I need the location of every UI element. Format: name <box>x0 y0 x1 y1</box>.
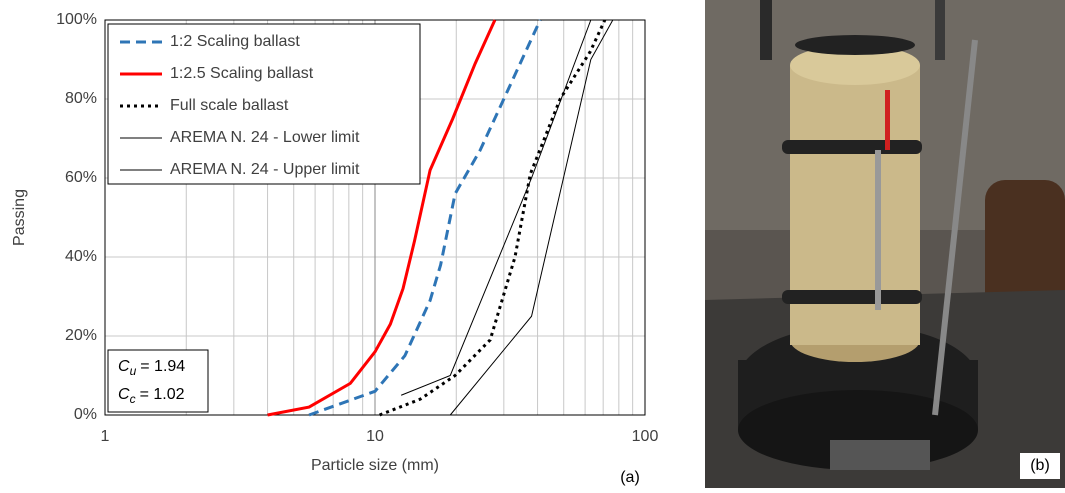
annotation: Cc = 1.02 <box>118 386 185 406</box>
x-tick-label: 100 <box>632 428 659 445</box>
annotation-part: = 1.94 <box>140 358 185 375</box>
legend-box <box>107 23 421 185</box>
annotation-part: c <box>130 392 136 406</box>
y-tick-label: 40% <box>65 248 97 265</box>
photo: (b) <box>705 0 1065 488</box>
y-tick-label: 60% <box>65 169 97 186</box>
annotation-part: u <box>130 364 137 378</box>
series-line <box>400 19 613 396</box>
annotation: Cu = 1.94 <box>118 358 185 378</box>
series-line <box>267 19 497 417</box>
series-line <box>308 19 542 417</box>
y-tick-label: 80% <box>65 90 97 107</box>
x-axis-label: Particle size (mm) <box>311 457 439 474</box>
y-tick-label: 100% <box>56 11 97 28</box>
annotation-part: C <box>118 386 130 403</box>
x-tick-label: 1 <box>101 428 110 445</box>
series-line <box>449 19 614 416</box>
panel-label: (b) <box>1030 457 1050 474</box>
y-axis-label: Passing <box>11 189 28 246</box>
x-tick-label: 10 <box>366 428 384 445</box>
legend-label: 1:2 Scaling ballast <box>170 33 300 50</box>
legend-label: AREMA N. 24 - Lower limit <box>170 129 360 146</box>
legend-label: Full scale ballast <box>170 97 289 114</box>
chart: 0% 20% 40% 60% 80% 100% 1 10 100 Particle size (m… <box>11 11 658 486</box>
annotation-part: C <box>118 358 130 375</box>
panel-label: (a) <box>620 469 640 486</box>
legend-label: AREMA N. 24 - Upper limit <box>170 161 360 178</box>
annotation-box <box>107 349 209 413</box>
y-tick-label: 0% <box>74 406 97 423</box>
annotation-part: = 1.02 <box>140 386 185 403</box>
legend-label: 1:2.5 Scaling ballast <box>170 65 314 82</box>
series-line <box>379 19 607 417</box>
y-tick-label: 20% <box>65 327 97 344</box>
plot-frame <box>104 19 646 416</box>
